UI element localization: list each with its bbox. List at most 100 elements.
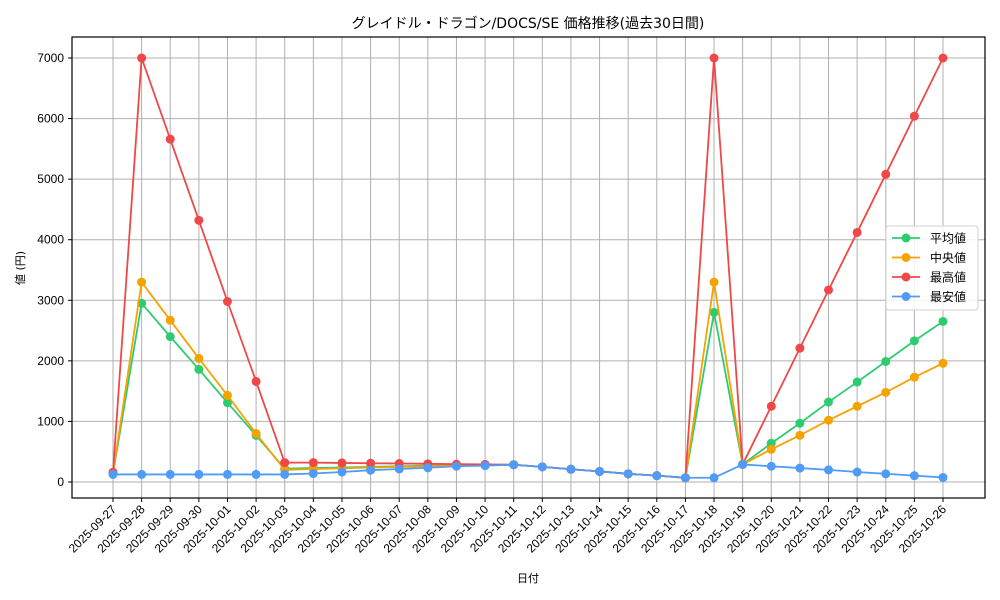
data-point bbox=[938, 472, 948, 482]
data-point bbox=[194, 353, 204, 363]
data-point bbox=[795, 343, 805, 353]
data-point bbox=[222, 469, 232, 479]
plot-frame bbox=[71, 36, 986, 499]
y-tick-label: 5000 bbox=[37, 172, 64, 186]
y-axis-ticks: 0 1000 2000 3000 4000 5000 6000 7000 bbox=[37, 51, 72, 489]
legend-item: 平均値 bbox=[892, 231, 966, 246]
data-point bbox=[337, 458, 347, 468]
series-line bbox=[108, 298, 948, 483]
legend-marker-icon bbox=[901, 292, 911, 301]
data-point bbox=[766, 444, 776, 454]
data-point bbox=[852, 467, 862, 477]
x-axis-ticks: 2025-09-272025-09-282025-09-292025-09-30… bbox=[66, 498, 949, 556]
legend-label: 平均値 bbox=[930, 231, 966, 246]
data-point bbox=[766, 401, 776, 411]
data-point bbox=[852, 227, 862, 237]
legend-item: 最安値 bbox=[892, 289, 966, 304]
data-point bbox=[909, 336, 919, 346]
data-point bbox=[537, 462, 547, 472]
data-point bbox=[709, 473, 719, 483]
data-point bbox=[222, 398, 232, 408]
y-tick-label: 4000 bbox=[37, 233, 64, 247]
data-point bbox=[795, 418, 805, 428]
data-point bbox=[194, 215, 204, 225]
y-tick-label: 7000 bbox=[37, 51, 64, 65]
data-point bbox=[595, 466, 605, 476]
data-point bbox=[137, 277, 147, 287]
legend-marker-icon bbox=[901, 272, 911, 282]
legend-item: 中央値 bbox=[892, 250, 966, 265]
data-point bbox=[709, 53, 719, 63]
y-tick-label: 6000 bbox=[37, 112, 64, 126]
data-point bbox=[766, 461, 776, 471]
data-point bbox=[337, 467, 347, 477]
data-point bbox=[137, 53, 147, 63]
data-point bbox=[738, 459, 748, 469]
data-point bbox=[137, 469, 147, 479]
x-axis-label: 日付 bbox=[517, 572, 539, 585]
data-point bbox=[308, 458, 318, 468]
data-point bbox=[709, 307, 719, 317]
y-tick-label: 0 bbox=[57, 475, 64, 489]
y-tick-label: 2000 bbox=[37, 354, 64, 368]
data-point bbox=[909, 471, 919, 481]
y-axis-label: 値 (円) bbox=[14, 251, 27, 285]
data-point bbox=[509, 460, 519, 470]
data-point bbox=[194, 364, 204, 374]
legend-label: 最高値 bbox=[930, 270, 966, 285]
data-point bbox=[852, 401, 862, 411]
data-point bbox=[165, 332, 175, 342]
data-point bbox=[709, 277, 719, 287]
data-point bbox=[251, 376, 261, 386]
series-line bbox=[108, 53, 948, 483]
data-point bbox=[824, 415, 834, 425]
data-point bbox=[795, 430, 805, 440]
data-point bbox=[652, 471, 662, 481]
data-point bbox=[852, 377, 862, 387]
data-point bbox=[824, 465, 834, 475]
data-point bbox=[165, 315, 175, 325]
data-series bbox=[108, 53, 948, 483]
data-point bbox=[824, 397, 834, 407]
data-point bbox=[938, 316, 948, 326]
data-point bbox=[680, 473, 690, 483]
series-line bbox=[108, 459, 948, 483]
legend-label: 最安値 bbox=[930, 289, 966, 304]
data-point bbox=[881, 469, 891, 479]
legend-label: 中央値 bbox=[930, 250, 966, 265]
data-point bbox=[222, 296, 232, 306]
data-point bbox=[795, 463, 805, 473]
data-point bbox=[909, 111, 919, 121]
y-tick-label: 3000 bbox=[37, 293, 64, 307]
data-point bbox=[308, 469, 318, 479]
data-point bbox=[451, 461, 461, 471]
data-point bbox=[938, 53, 948, 63]
data-point bbox=[251, 469, 261, 479]
data-point bbox=[165, 134, 175, 144]
data-point bbox=[108, 469, 118, 479]
data-point bbox=[251, 429, 261, 439]
data-point bbox=[280, 469, 290, 479]
data-point bbox=[280, 458, 290, 468]
data-point bbox=[194, 469, 204, 479]
data-point bbox=[881, 356, 891, 366]
series-line bbox=[108, 277, 948, 483]
data-point bbox=[881, 387, 891, 397]
data-point bbox=[480, 461, 490, 471]
chart-title: グレイドル・ドラゴン/DOCS/SE 価格推移(過去30日間) bbox=[352, 15, 705, 32]
data-point bbox=[423, 463, 433, 473]
data-point bbox=[938, 358, 948, 368]
data-point bbox=[881, 169, 891, 179]
legend-marker-icon bbox=[901, 233, 911, 243]
data-point bbox=[566, 464, 576, 474]
data-point bbox=[366, 465, 376, 475]
legend-marker-icon bbox=[901, 253, 911, 262]
data-point bbox=[366, 458, 376, 468]
data-point bbox=[824, 285, 834, 295]
data-point bbox=[909, 372, 919, 382]
data-point bbox=[165, 469, 175, 479]
data-point bbox=[222, 390, 232, 400]
legend-item: 最高値 bbox=[892, 270, 966, 285]
